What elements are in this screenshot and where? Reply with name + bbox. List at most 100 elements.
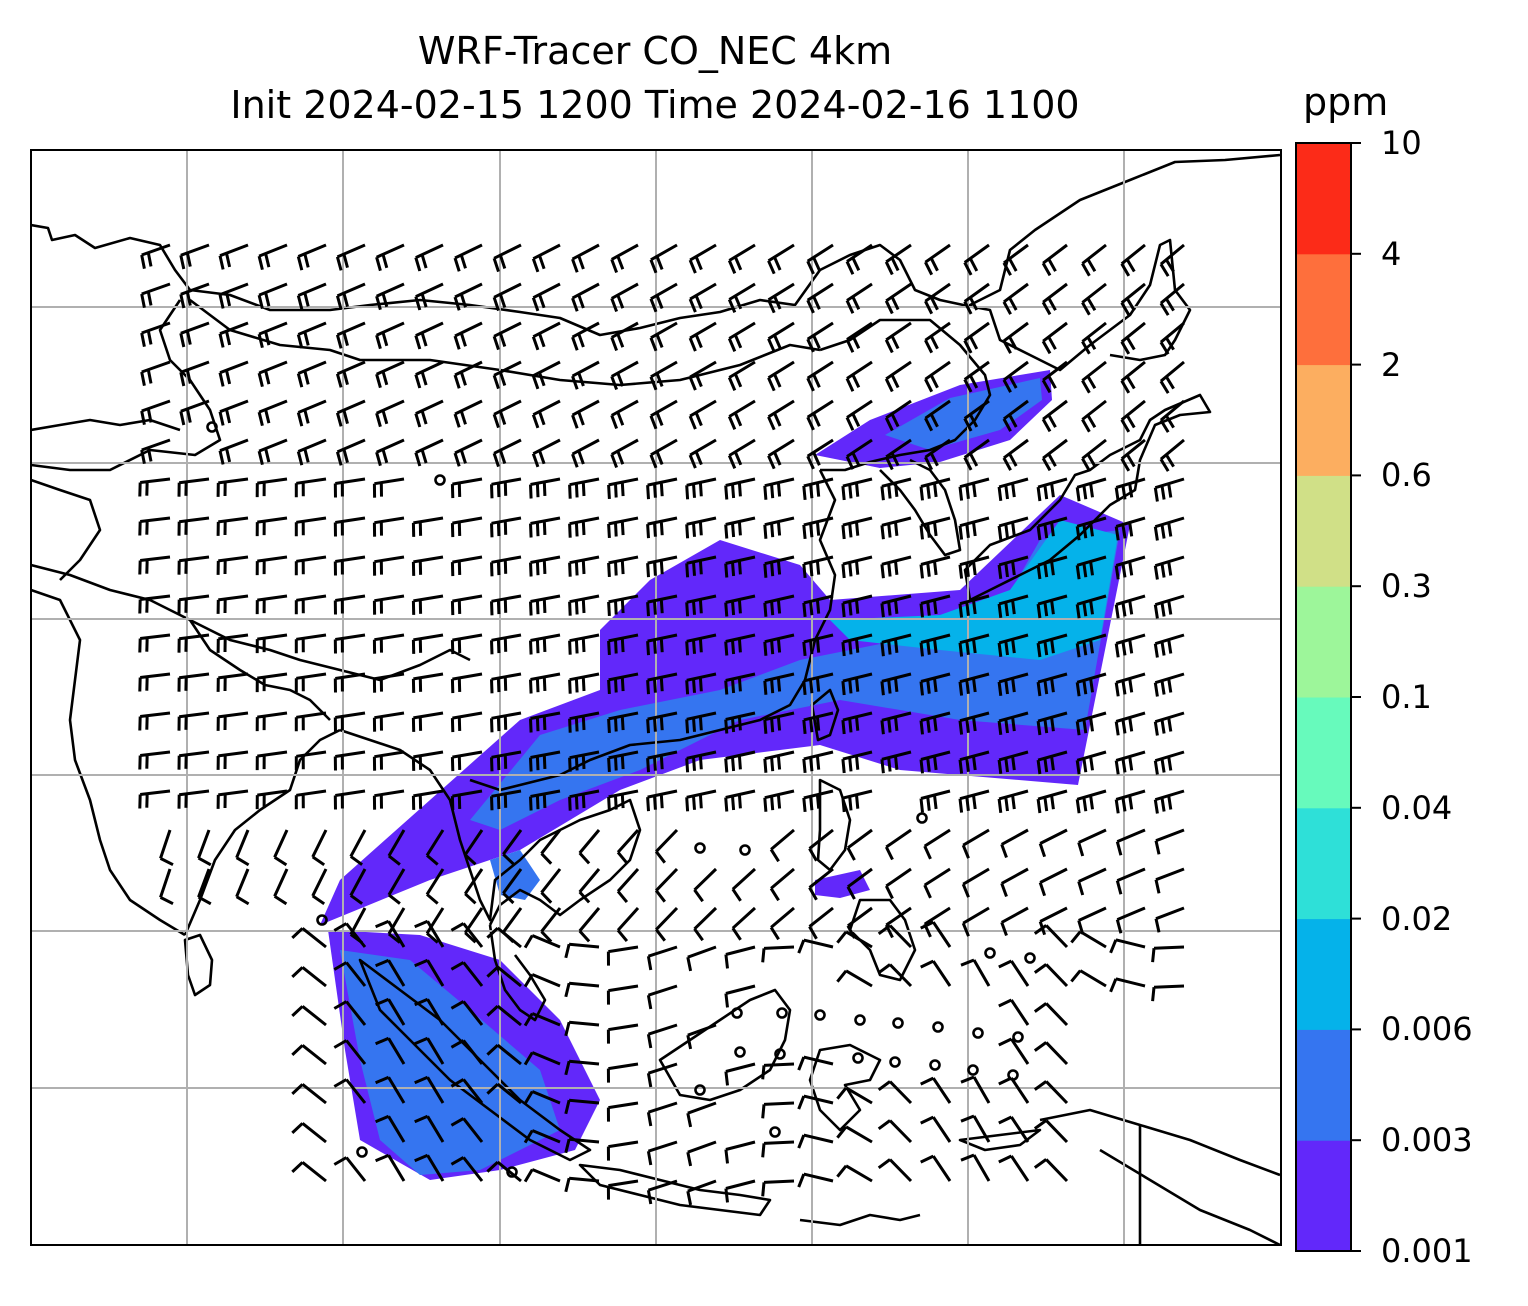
wind-barb <box>1120 438 1146 472</box>
wind-barb <box>387 829 406 866</box>
wind-barb <box>571 438 600 468</box>
wind-barb <box>685 789 717 812</box>
wind-barb <box>961 906 990 937</box>
wind-barb <box>1081 243 1107 277</box>
wind-barb <box>727 399 756 430</box>
wind-barb <box>450 555 483 577</box>
wind-barb <box>138 789 171 809</box>
wind-barb <box>607 789 639 811</box>
wind-barb <box>607 594 639 616</box>
wind-barb <box>291 966 327 988</box>
wind-barb <box>372 672 405 693</box>
wind-barb <box>846 867 873 900</box>
wind-barb <box>806 399 834 431</box>
wind-barb <box>335 399 366 427</box>
wind-barb <box>919 750 951 774</box>
wind-barb <box>1154 867 1185 894</box>
wind-barb <box>492 282 522 312</box>
wind-barb <box>802 477 834 501</box>
wind-barb <box>606 984 639 1005</box>
wind-barb <box>177 555 210 575</box>
wind-barb <box>273 829 289 867</box>
calm-wind-marker <box>206 421 218 433</box>
map-title-line1: WRF-Tracer CO_NEC 4km <box>417 29 893 73</box>
wind-barb <box>333 477 366 498</box>
wind-barb <box>138 672 171 692</box>
calm-wind-marker <box>694 842 706 854</box>
colorbar-tick-label: 0.3 <box>1381 567 1432 606</box>
wind-barb <box>502 868 523 905</box>
wind-barb <box>606 945 639 966</box>
wind-barb <box>923 867 951 899</box>
coast-korea-peninsula <box>879 458 962 557</box>
wind-barb <box>727 438 756 469</box>
wind-barb <box>724 1062 756 1086</box>
wind-barb <box>140 360 171 386</box>
wind-barb <box>880 516 912 540</box>
wind-barb <box>958 633 990 657</box>
wind-barb <box>257 438 288 466</box>
wind-barb <box>372 750 405 771</box>
wind-barb <box>255 672 288 693</box>
wind-barb <box>294 633 327 654</box>
wind-barb <box>375 399 405 428</box>
wind-barb <box>884 438 912 471</box>
wind-barb <box>450 1117 484 1143</box>
wind-barb <box>1115 906 1146 934</box>
wind-barb <box>140 282 171 308</box>
wind-barb <box>1081 282 1107 316</box>
wind-barb <box>997 711 1029 735</box>
wind-barb <box>646 711 678 734</box>
coast-sulawesi <box>808 1043 882 1132</box>
wind-barb <box>486 1082 522 1105</box>
wind-barb <box>375 282 405 311</box>
wind-barb <box>686 1101 717 1128</box>
wind-barb <box>179 321 210 348</box>
wind-barb <box>291 1044 327 1066</box>
wind-barb <box>1109 977 1146 993</box>
wind-barb <box>649 438 678 469</box>
colorbar <box>1296 143 1351 1252</box>
wind-barb <box>218 243 249 270</box>
wind-barb <box>1041 399 1068 433</box>
wind-barb <box>463 829 484 866</box>
calm-wind-marker <box>889 1056 901 1068</box>
colorbar-segment <box>1296 918 1351 1030</box>
coast-malay-peninsula <box>488 924 547 1022</box>
wind-barb <box>311 868 328 906</box>
wind-barb <box>607 672 639 694</box>
wind-barb <box>880 594 912 618</box>
wind-barb <box>841 516 873 540</box>
wind-barb <box>727 282 756 313</box>
wind-barb <box>375 360 405 389</box>
wind-barb <box>1115 828 1146 856</box>
wind-barb <box>686 1023 717 1050</box>
wind-barb <box>923 828 951 860</box>
wind-barb <box>492 360 522 390</box>
wind-barb <box>1036 633 1068 658</box>
wind-barb <box>761 1062 795 1080</box>
wind-barb <box>1120 282 1146 316</box>
wind-barb <box>450 1000 484 1026</box>
wind-barb <box>880 711 912 735</box>
wind-barb <box>257 282 288 310</box>
wind-barb <box>688 399 717 430</box>
wind-barb <box>294 672 327 693</box>
wind-barb <box>1070 930 1107 949</box>
wind-barb <box>1038 867 1068 897</box>
wind-barb <box>997 672 1029 696</box>
wind-barb <box>502 907 523 944</box>
wind-barb <box>610 399 639 430</box>
wind-barb <box>646 945 678 971</box>
wind-barb <box>1109 938 1146 954</box>
wind-barb <box>836 1086 873 1105</box>
wind-barb <box>724 789 756 812</box>
wind-barb <box>920 959 952 987</box>
wind-barb <box>411 672 444 693</box>
wind-barb <box>646 633 678 656</box>
wind-barb <box>797 1055 834 1071</box>
wind-barb <box>411 750 444 771</box>
wind-barb <box>291 1122 327 1144</box>
wind-barb <box>571 399 600 429</box>
